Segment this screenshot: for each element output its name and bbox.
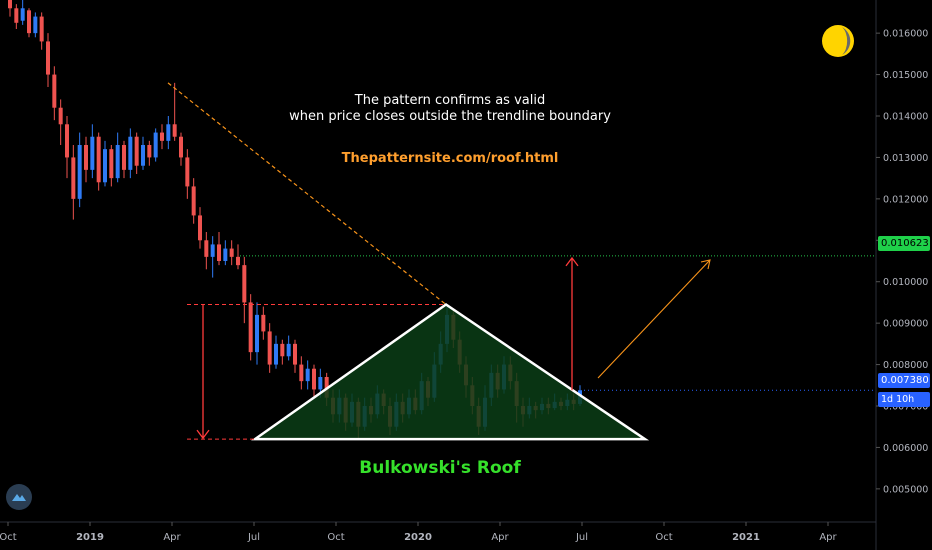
candle-body (20, 8, 25, 21)
candle-body (14, 8, 19, 23)
candle-body (248, 302, 253, 353)
candle-body (90, 136, 95, 170)
y-tick-label: 0.016000 (883, 29, 928, 40)
roof-pattern-triangle (251, 302, 650, 441)
candle-body (191, 186, 196, 216)
candle-body (71, 157, 76, 199)
candle-body (312, 368, 316, 390)
x-tick-label: Apr (819, 532, 837, 543)
x-tick-label: Apr (163, 532, 181, 543)
candle-body (58, 107, 63, 125)
candle-body (96, 136, 101, 183)
candle-body (280, 343, 285, 357)
validity-note-line2: when price closes outside the trendline … (289, 109, 611, 124)
candle-body (179, 136, 183, 158)
y-tick-label: 0.015000 (883, 70, 928, 81)
candle-body (286, 343, 291, 357)
candle-body (299, 364, 304, 382)
candle-body (153, 132, 158, 158)
candle-body (217, 244, 221, 261)
x-tick-label: Oct (655, 532, 672, 543)
candle-body (255, 314, 259, 353)
validity-note: The pattern confirms as valid when price… (250, 93, 650, 125)
candle-body (77, 145, 82, 199)
x-tick-label: Jul (575, 532, 588, 543)
candle-body (198, 215, 202, 241)
candle-body (261, 314, 266, 332)
candle-body (147, 145, 152, 158)
candle-body (52, 74, 57, 108)
moon-icon (822, 25, 854, 57)
candle-body (223, 248, 228, 261)
y-tick-label: 0.008000 (883, 360, 928, 371)
candle-body (33, 16, 38, 34)
candle-body (84, 145, 88, 170)
candle-body (27, 10, 31, 34)
x-tick-label: 2021 (732, 532, 760, 543)
candle-body (65, 124, 69, 158)
candle-body (39, 16, 44, 42)
candle-body (185, 157, 190, 187)
candle-body (128, 136, 133, 170)
y-tick-label: 0.013000 (883, 153, 928, 164)
y-tick-label: 0.007000 (883, 402, 928, 413)
candle-body (8, 0, 12, 9)
pattern-name-label: Bulkowski's Roof (359, 458, 521, 478)
candle-body (204, 240, 209, 257)
candle-body (122, 145, 126, 170)
resistance-trendline (167, 82, 447, 305)
x-tick-label: Oct (327, 532, 344, 543)
tradingview-logo-icon[interactable] (6, 484, 32, 510)
candle-body (172, 124, 177, 137)
source-link-text: Thepatternsite.com/roof.html (341, 151, 559, 166)
height-arrow-head (196, 429, 210, 440)
candle-body (109, 149, 114, 179)
y-tick-label: 0.012000 (883, 194, 928, 205)
x-tick-label: Apr (491, 532, 509, 543)
candle-body (210, 244, 215, 257)
y-tick-label: 0.010000 (883, 277, 928, 288)
y-tick-label: 0.006000 (883, 443, 928, 454)
projection-arrow-head (700, 259, 711, 270)
y-tick-label: 0.005000 (883, 484, 928, 495)
candle-body (115, 145, 120, 179)
y-tick-label: 0.009000 (883, 319, 928, 330)
x-tick-label: Oct (0, 532, 17, 543)
candle-body (103, 149, 107, 183)
candle-body (236, 256, 240, 266)
candle-body (160, 132, 164, 141)
candle-body (293, 343, 297, 365)
target-arrow-head (565, 256, 579, 267)
candle-body (141, 145, 145, 166)
y-tick-label: 0.014000 (883, 112, 928, 123)
candle-body (274, 343, 278, 365)
candle-body (229, 248, 234, 257)
candle-body (318, 377, 323, 390)
candle-body (166, 124, 171, 141)
last-price-label: 0.007380 (878, 373, 930, 388)
x-tick-label: 2019 (76, 532, 104, 543)
price-line-label: 0.010623 (878, 236, 930, 251)
candle-body (305, 368, 310, 382)
candle-body (242, 265, 247, 303)
candle-body (46, 41, 50, 75)
x-tick-label: 2020 (404, 532, 432, 543)
x-tick-label: Jul (247, 532, 260, 543)
projection-arrow-shaft (597, 259, 711, 379)
bar-countdown-label: 1d 10h (878, 392, 930, 407)
candle-body (134, 136, 139, 166)
validity-note-line1: The pattern confirms as valid (354, 93, 546, 108)
candle-body (267, 331, 272, 365)
